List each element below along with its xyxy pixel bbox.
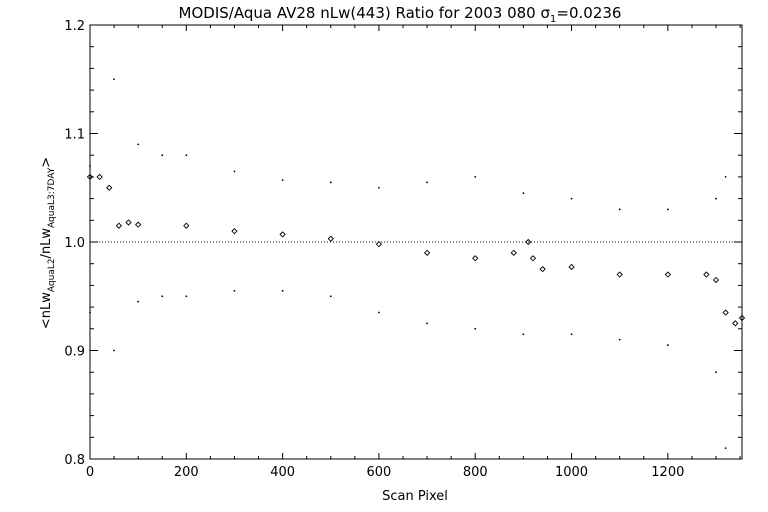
lower-bound-point	[474, 327, 477, 330]
chart-title-main: MODIS/Aqua AV28 nLw(443) Ratio for 2003 …	[179, 4, 541, 22]
x-axis-ticks: 0 200 400 600 800 1000 1200	[86, 25, 741, 480]
chart-title-sigma: σ	[541, 4, 551, 22]
y-tick-label: 0.9	[64, 345, 85, 360]
upper-bound-point	[185, 154, 188, 157]
ratio-point	[125, 219, 132, 226]
lower-bound-point	[666, 344, 669, 346]
x-tick-label: 0	[86, 465, 94, 480]
chart-title-value: =0.0236	[556, 4, 621, 22]
ratio-point	[96, 173, 103, 181]
ratio-point	[712, 276, 720, 284]
ratio-point	[423, 249, 431, 256]
y-axis-ticks: 0.8 0.9 1.0 1.1 1.2	[64, 19, 742, 468]
ratio-point	[375, 241, 383, 248]
y-axis-label-open: <nLw	[39, 292, 54, 329]
ratio-point	[703, 271, 710, 278]
x-axis-label: Scan Pixel	[382, 489, 448, 504]
x-tick-label: 200	[174, 465, 199, 480]
ratio-point	[664, 271, 671, 278]
chart-title-sigma-subscript: 1	[550, 14, 556, 25]
upper-bound-point	[522, 192, 525, 195]
x-tick-label: 400	[270, 465, 295, 480]
y-tick-label: 1.0	[64, 236, 85, 251]
ratio-point	[722, 309, 729, 316]
upper-bound-point	[161, 154, 164, 157]
y-axis-label-close: >	[39, 157, 54, 168]
upper-bound-point	[113, 78, 115, 81]
ratio-point	[539, 265, 546, 273]
upper-bound-point	[378, 186, 380, 189]
lower-bound-point	[715, 371, 717, 374]
y-axis-label: <nLwAquaL2/nLwAquaL3:7DAY>	[39, 157, 57, 329]
ratio-point	[525, 238, 532, 246]
ratio-point	[510, 249, 517, 256]
ratio-point	[231, 228, 238, 235]
upper-bound-point	[329, 181, 332, 184]
ratio-point	[115, 222, 123, 229]
ratio-point	[472, 255, 479, 262]
lower-bound-point	[329, 295, 332, 298]
lower-bound-point	[233, 289, 236, 292]
ratio-point	[568, 263, 575, 271]
ratio-point	[279, 231, 286, 238]
ratio-point	[529, 255, 537, 262]
upper-bound-point	[474, 176, 477, 178]
y-tick-label: 1.1	[64, 128, 85, 143]
y-axis-label-sub1: AquaL2	[47, 258, 57, 292]
lower-bound-point	[378, 311, 380, 314]
y-tick-label: 1.2	[64, 19, 85, 34]
lower-bound-point	[522, 333, 525, 336]
upper-bound-point	[233, 170, 236, 173]
lower-bound-point	[426, 322, 428, 325]
ratio-point	[106, 184, 113, 191]
x-tick-label: 800	[463, 465, 488, 480]
lower-bound-point	[185, 295, 188, 298]
ratio-point	[616, 271, 623, 278]
lower-bound-point	[618, 338, 621, 341]
ratio-point	[732, 320, 739, 327]
ratio-point	[327, 235, 334, 242]
lower-bound-point	[281, 289, 284, 292]
data-markers	[86, 78, 746, 450]
y-tick-label: 0.8	[64, 453, 85, 468]
y-axis-label-sub2: AquaL3:7DAY	[47, 167, 57, 228]
upper-bound-point	[570, 197, 573, 200]
x-tick-label: 1200	[651, 465, 684, 480]
lower-bound-point	[137, 300, 140, 303]
ratio-point	[183, 222, 190, 229]
chart-title: MODIS/Aqua AV28 nLw(443) Ratio for 2003 …	[179, 4, 622, 25]
lower-bound-point	[161, 295, 164, 298]
upper-bound-point	[426, 181, 428, 184]
y-axis-label-mid: /nLw	[39, 228, 54, 259]
lower-bound-point	[724, 447, 727, 450]
x-tick-label: 1000	[555, 465, 588, 480]
lower-bound-point	[570, 333, 573, 336]
upper-bound-point	[618, 208, 621, 211]
upper-bound-point	[724, 176, 727, 178]
upper-bound-point	[137, 143, 140, 146]
upper-bound-point	[666, 208, 669, 211]
lower-bound-point	[113, 349, 115, 352]
upper-bound-point	[715, 197, 717, 200]
ratio-point	[135, 221, 142, 228]
upper-bound-point	[281, 179, 284, 182]
x-tick-label: 600	[367, 465, 392, 480]
